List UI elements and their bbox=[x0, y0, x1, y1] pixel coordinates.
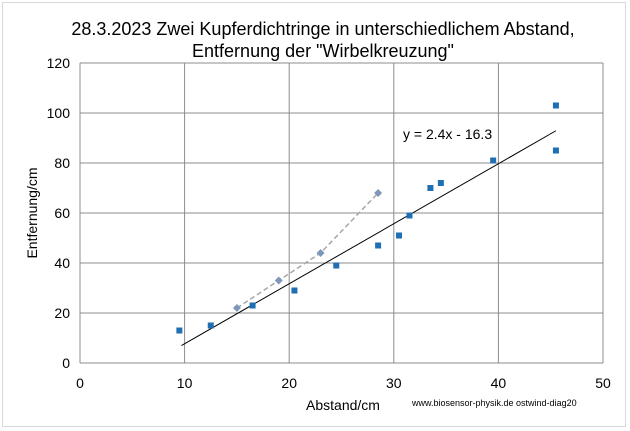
y-tick-label: 60 bbox=[54, 205, 70, 221]
data-point bbox=[552, 147, 559, 154]
chart-frame: 28.3.2023 Zwei Kupferdichtringe in unter… bbox=[2, 2, 626, 427]
data-point bbox=[207, 322, 214, 329]
data-point bbox=[232, 304, 241, 312]
grid bbox=[79, 62, 604, 364]
data-point bbox=[274, 276, 283, 285]
trendline bbox=[181, 130, 557, 346]
chart-title-line-1: 28.3.2023 Zwei Kupferdichtringe in unter… bbox=[71, 19, 574, 39]
y-tick-label: 40 bbox=[54, 255, 70, 271]
x-axis-title: Abstand/cm bbox=[306, 397, 380, 413]
data-point bbox=[552, 102, 559, 109]
chart-title-line-2: Entfernung der "Wirbelkreuzung" bbox=[192, 41, 454, 61]
data-point bbox=[437, 180, 444, 186]
data-point bbox=[176, 327, 183, 334]
tick-labels: 0 20 40 60 80 100 120 0 10 20 30 40 50 bbox=[47, 55, 611, 391]
y-tick-label: 120 bbox=[47, 55, 71, 71]
y-tick-label: 20 bbox=[54, 305, 70, 321]
x-tick-label: 0 bbox=[76, 375, 84, 391]
y-axis-title: Entfernung/cm bbox=[24, 167, 40, 258]
data-point bbox=[291, 287, 298, 294]
x-tick-label: 10 bbox=[177, 375, 193, 391]
data-point bbox=[333, 262, 340, 269]
data-point bbox=[427, 185, 434, 191]
data-point bbox=[316, 249, 325, 257]
chart: 28.3.2023 Zwei Kupferdichtringe in unter… bbox=[24, 19, 611, 413]
data-point bbox=[375, 242, 382, 249]
y-tick-label: 0 bbox=[62, 355, 70, 371]
x-tick-label: 20 bbox=[281, 375, 297, 391]
trendline-layer bbox=[181, 130, 557, 346]
series-1-line bbox=[236, 192, 379, 309]
data-point bbox=[490, 157, 497, 164]
credit-text: www.biosensor-physik.de ostwind-diag20 bbox=[411, 398, 577, 408]
x-tick-label: 50 bbox=[595, 375, 611, 391]
data-point bbox=[406, 212, 413, 219]
x-tick-label: 40 bbox=[491, 375, 507, 391]
data-point bbox=[374, 189, 383, 197]
trendline-equation: y = 2.4x - 16.3 bbox=[403, 126, 492, 142]
data-point bbox=[249, 302, 256, 309]
x-tick-label: 30 bbox=[386, 375, 402, 391]
y-tick-label: 100 bbox=[47, 105, 71, 121]
data-point bbox=[396, 232, 403, 239]
y-tick-label: 80 bbox=[54, 155, 70, 171]
series-layer bbox=[176, 102, 559, 334]
